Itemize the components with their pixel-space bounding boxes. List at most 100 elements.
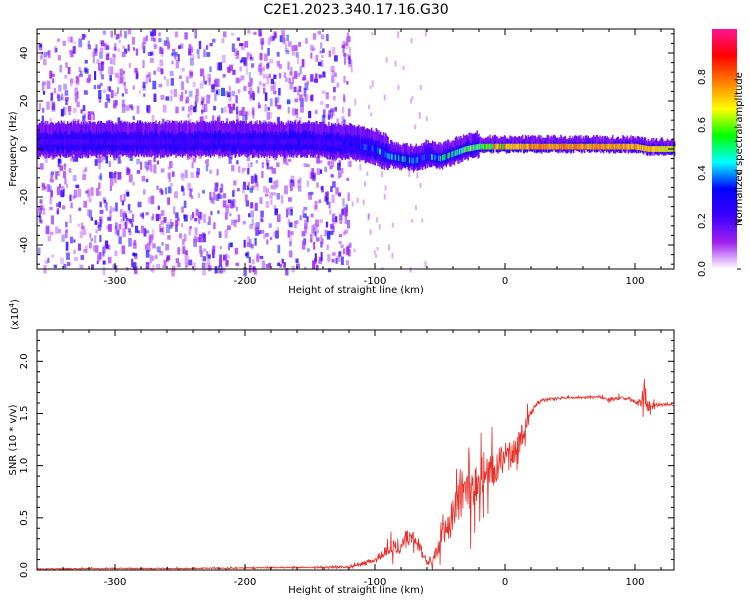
spectrogram-noise-cell <box>107 216 112 221</box>
spectrogram-noise-cell <box>82 226 85 230</box>
spectrogram-noise-cell <box>162 264 165 269</box>
spectrogram-noise-cell <box>129 156 134 161</box>
spectrogram-noise-cell <box>159 46 162 54</box>
spectrogram-noise-cell <box>65 62 68 68</box>
spectrogram-noise-cell <box>70 78 74 84</box>
spectrogram-noise-cell <box>288 77 292 84</box>
spectrogram-noise-cell <box>268 223 272 228</box>
spectrogram-ridge-cell <box>503 143 506 150</box>
spectrogram-noise-cell <box>193 236 197 243</box>
spectrogram-noise-cell <box>120 218 123 223</box>
spectrogram-ridge-cell <box>71 138 73 145</box>
spectrogram-ridge-cell <box>623 135 625 151</box>
spectrogram-noise-cell <box>112 207 115 212</box>
spectrogram-noise-cell <box>228 96 232 102</box>
spectrogram-noise-cell <box>237 165 241 173</box>
spectrogram-noise-cell <box>234 247 239 255</box>
spectrogram-ridge-cell <box>295 138 297 145</box>
spectrogram-noise-cell <box>249 238 252 248</box>
spectrogram-ridge-cell <box>470 145 472 152</box>
spectrogram-ridge-cell <box>384 151 387 158</box>
spectrogram-ridge-cell <box>239 138 242 145</box>
spectrogram-ridge-cell <box>120 138 123 145</box>
spectrogram-noise-cell <box>126 191 130 197</box>
spectrogram-ridge-cell <box>226 138 228 145</box>
spectrogram-noise-cell <box>188 227 192 236</box>
spectrogram-ridge-cell <box>530 135 532 150</box>
spectrogram-ridge-cell <box>166 138 168 145</box>
spectrogram-noise-cell <box>303 87 307 97</box>
spectrogram-ridge-cell <box>582 143 584 150</box>
spectrogram-noise-cell <box>133 239 137 246</box>
spectrogram-noise-cell <box>328 50 331 58</box>
spectrogram-noise-cell <box>371 32 374 36</box>
spectrogram-ridge-cell <box>547 143 549 150</box>
spectrogram-noise-cell <box>288 250 293 258</box>
spectrogram-ridge-cell <box>494 143 497 150</box>
spectrogram-ridge-cell <box>55 138 57 145</box>
spectrogram-noise-cell <box>124 221 128 230</box>
spectrogram-ridge-cell <box>304 138 306 145</box>
spectrogram-ridge-cell <box>97 138 99 145</box>
spectrogram-noise-cell <box>285 77 288 83</box>
spectrogram-ridge-cell <box>337 140 339 147</box>
spectrogram-noise-cell <box>122 228 126 238</box>
spectrogram-ridge-cell <box>562 143 564 150</box>
spectrogram-noise-cell <box>269 59 273 64</box>
spectrogram-noise-cell <box>83 248 87 253</box>
spectrogram-noise-cell <box>150 34 154 41</box>
spectrogram-noise-cell <box>315 237 320 242</box>
spectrogram-ridge-cell <box>219 138 222 145</box>
spectrogram-noise-cell <box>272 81 277 91</box>
spectrogram-noise-cell <box>44 259 49 264</box>
spectrogram-noise-cell <box>322 48 325 53</box>
spectrogram-ridge-cell <box>205 138 207 145</box>
spectrogram-noise-cell <box>200 68 205 75</box>
spectrogram-noise-cell <box>67 106 72 112</box>
spectrogram-noise-cell <box>263 53 268 62</box>
spectrogram-noise-cell <box>105 54 110 61</box>
spectrogram-noise-cell <box>319 219 323 224</box>
spectrogram-noise-cell <box>319 153 323 159</box>
spectrogram-noise-cell <box>310 74 314 82</box>
spectrogram-ridge-cell <box>136 138 138 145</box>
spectrogram-ridge-cell <box>204 138 206 145</box>
snr-exponent-power: 4 <box>8 302 16 307</box>
spectrogram-ridge-cell <box>388 153 390 160</box>
spectrogram-noise-cell <box>162 104 167 113</box>
spectrogram-ridge-cell <box>426 153 428 160</box>
spectrogram-noise-cell <box>177 53 180 62</box>
spectrogram-noise-cell <box>192 157 197 163</box>
spectrogram-noise-cell <box>161 48 164 55</box>
spectrogram-ridge-cell <box>431 154 434 160</box>
spectrogram-noise-cell <box>116 34 120 39</box>
spectrogram-noise-cell <box>69 236 74 244</box>
spectrogram-ridge-cell <box>171 138 174 145</box>
spectrogram-noise-cell <box>200 100 204 105</box>
spectrogram-noise-cell <box>332 108 335 117</box>
spectrogram-ridge-cell <box>156 138 158 145</box>
spectrogram-noise-cell <box>327 254 331 262</box>
spectrogram-ridge-cell <box>443 154 446 161</box>
spectrogram-noise-cell <box>212 199 215 205</box>
spectrogram-ridge-cell <box>655 146 658 152</box>
spectrogram-ridge-cell <box>178 138 180 145</box>
spectrogram-noise-cell <box>330 160 335 167</box>
spectrogram-ridge-cell <box>612 143 614 150</box>
snr-x-label: Height of straight line (km) <box>288 585 424 596</box>
spectrogram-noise-cell <box>222 73 226 78</box>
spectrogram-noise-cell <box>99 201 102 208</box>
snr-plot-area <box>37 330 674 570</box>
spectrogram-noise-cell <box>212 254 215 259</box>
spectrogram-noise-cell <box>63 164 66 171</box>
spectrogram-noise-cell <box>343 52 347 57</box>
spectrogram-noise-cell <box>117 117 121 125</box>
spectrogram-ridge-cell <box>249 138 252 145</box>
spectrogram-noise-cell <box>72 156 76 162</box>
spectrogram-noise-cell <box>143 189 146 195</box>
spectrogram-noise-cell <box>180 173 185 178</box>
spectrogram-noise-cell <box>121 104 126 113</box>
spectrogram-noise-cell <box>226 259 229 266</box>
spectrogram-ridge-cell <box>180 138 183 145</box>
spectrogram-noise-cell <box>120 73 123 83</box>
